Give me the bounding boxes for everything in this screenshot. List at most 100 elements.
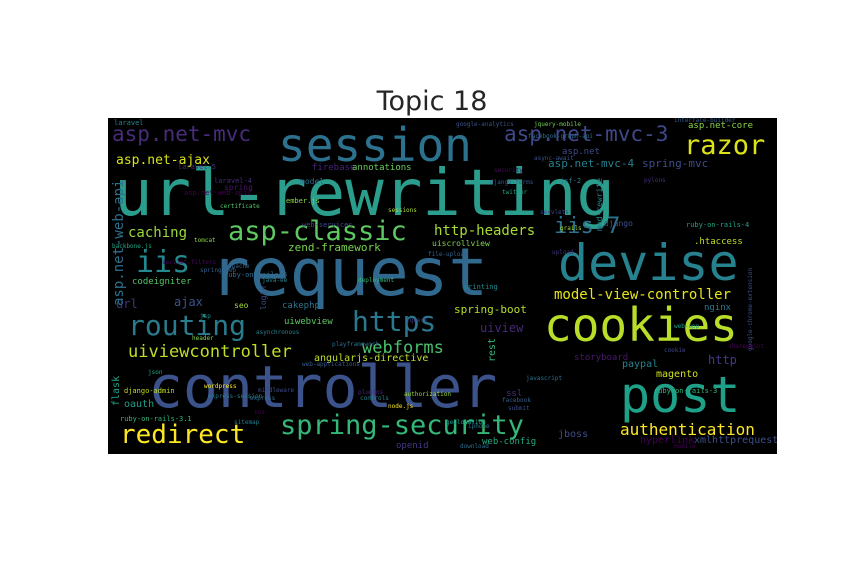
cloud-word-laravel-4: laravel-4 — [214, 177, 252, 185]
cloud-word-flask: flask — [111, 375, 122, 406]
cloud-word-json: json — [148, 369, 163, 376]
cloud-word-servlet-filters: servlet-filters — [162, 259, 217, 266]
cloud-word-mobile: mobile — [674, 443, 696, 450]
cloud-word-iis: iis — [136, 245, 191, 280]
cloud-word-jquery: jquery — [406, 317, 428, 324]
cloud-word-webforms: webforms — [362, 338, 444, 358]
cloud-word-django: django — [604, 219, 633, 228]
cloud-word-razor: razor — [684, 130, 766, 161]
cloud-word-django-forms: django-forms — [490, 179, 534, 186]
cloud-word-apache: apache — [228, 263, 250, 270]
cloud-word-ssl: ssl — [506, 389, 523, 399]
cloud-word-web-services: web-services — [302, 221, 353, 229]
cloud-word-jsp: jsp — [200, 313, 211, 320]
cloud-word-url-rewriting: url-rewriting — [114, 157, 615, 231]
cloud-word-playframework: playframework — [332, 341, 379, 348]
cloud-word-wordpress: wordpress — [204, 383, 237, 390]
cloud-word-ruby-on-rails-5: ruby-on-rails-5 — [224, 271, 288, 279]
cloud-word-asp-net-mvc: asp.net-mvc — [112, 122, 252, 146]
cloud-word-plugins: plugins — [358, 389, 384, 396]
cloud-word-google-analytics: google-analytics — [456, 121, 514, 128]
cloud-word-authentication: authentication — [620, 420, 755, 439]
cloud-word-asp-net-web-api2: asp.net-web-api2 — [184, 189, 252, 197]
cloud-word-asp-net-core: asp.net-core — [688, 121, 754, 131]
cloud-word-asp-net-ajax: asp.net-ajax — [116, 153, 210, 168]
cloud-word-paypal: paypal — [622, 359, 659, 370]
cloud-word-storyboard: storyboard — [574, 353, 629, 363]
cloud-word-asynchronous: asynchronous — [256, 329, 300, 336]
cloud-word-http: http — [708, 353, 737, 367]
cloud-word-django-admin: django-admin — [124, 387, 175, 395]
cloud-word-java-ee: java-ee — [262, 277, 288, 284]
cloud-word-zend-framework: zend-framework — [288, 241, 381, 254]
cloud-word-mod-rewrite: mod-rewrite — [595, 178, 604, 231]
cloud-word-iphone: iphone — [468, 423, 490, 430]
cloud-word-web-config: web-config — [482, 437, 537, 447]
cloud-word-angularjs-directive: angularjs-directive — [314, 353, 429, 364]
cloud-word-annotations: annotations — [352, 163, 412, 173]
cloud-word-tomcat: tomcat — [194, 237, 216, 244]
cloud-word-devise: devise — [558, 234, 739, 292]
cloud-word-laravel: laravel — [114, 119, 144, 127]
cloud-word-cookie: cookie — [664, 347, 686, 354]
word-cloud: url-rewriting request controller session dev… — [108, 118, 777, 454]
cloud-word-asp-net-mvc-3: asp.net-mvc-3 — [504, 122, 669, 146]
cloud-word-pylons: pylons — [644, 177, 666, 184]
cloud-word-submit: submit — [508, 405, 530, 412]
cloud-word-model: model — [300, 177, 325, 186]
cloud-word-deployment: deployment — [358, 277, 395, 284]
cloud-word-ember-js: ember.js — [286, 197, 320, 205]
cloud-word-cookies: cookies — [544, 298, 738, 352]
cloud-word-ruby-on-rails-3: ruby-on-rails-3 — [654, 387, 718, 395]
cloud-word-spring: spring — [224, 183, 253, 192]
cloud-word-ios: ios — [254, 409, 265, 416]
cloud-word-spring-web: spring-web — [200, 267, 237, 274]
cloud-word-routing: routing — [128, 309, 247, 342]
cloud-word-iis-7: iis-7 — [554, 214, 621, 239]
cloud-word-uiscrollview: uiscrollview — [432, 239, 490, 248]
cloud-word-uiviewcontroller: uiviewcontroller — [128, 342, 292, 362]
cloud-word-javascript: javascript — [526, 375, 563, 382]
cloud-word-nginx: nginx — [704, 303, 732, 313]
cloud-word-certificate: certificate — [220, 203, 260, 210]
cloud-word-model-view-controller: model-view-controller — [554, 287, 732, 303]
cloud-word-laravel-5: laravel-5 — [178, 163, 216, 171]
cloud-word-seo: seo — [234, 301, 249, 310]
cloud-word-spring-boot: spring-boot — [454, 303, 527, 316]
cloud-word-grails: grails — [560, 225, 582, 232]
cloud-word-spring-mvc: spring-mvc — [642, 157, 709, 170]
cloud-word-jboss: jboss — [558, 429, 589, 440]
cloud-word-ajax: ajax — [174, 295, 203, 309]
cloud-word-cakephp: cakephp — [282, 301, 320, 311]
cloud-word-codeigniter: codeigniter — [132, 277, 192, 287]
cloud-word-express: express — [250, 395, 276, 402]
cloud-word-firebase: firebase — [312, 163, 356, 173]
cloud-word-caching: caching — [128, 225, 188, 241]
cloud-word-ruby-on-rails-4: ruby-on-rails-4 — [686, 221, 750, 229]
cloud-word-file-upload: file-upload — [428, 251, 468, 258]
cloud-word-asp-net-mvc-4: asp.net-mvc-4 — [548, 157, 635, 170]
cloud-word-backbone-js: backbone.js — [112, 243, 152, 250]
cloud-word-header: header — [192, 335, 214, 342]
cloud-word-google-chrome-extension: google-chrome-extension — [747, 267, 754, 351]
cloud-word-https: https — [352, 305, 437, 338]
cloud-word-request: request — [210, 234, 489, 311]
chart-title: Topic 18 — [376, 86, 488, 117]
cloud-word-session: session — [278, 118, 472, 172]
cloud-word-xmlhttprequest: xmlhttprequest — [694, 435, 777, 446]
cloud-word-oauth: oauth — [124, 399, 155, 410]
cloud-word-geolocation: geolocation — [446, 419, 486, 426]
cloud-word-url: url — [116, 297, 138, 311]
cloud-word-middleware: middleware — [258, 387, 295, 394]
cloud-word-sitemap: sitemap — [234, 419, 260, 426]
cloud-word-redirect: redirect — [120, 420, 246, 450]
cloud-word-asp-net: asp.net — [562, 147, 600, 157]
cloud-word-asp-classic: asp-classic — [228, 216, 407, 247]
cloud-word-post: post — [620, 366, 741, 424]
cloud-word-magento: magento — [656, 369, 699, 380]
cloud-word-download: download — [460, 443, 489, 450]
cloud-word-node-js: node.js — [388, 403, 414, 410]
cloud-word-hyperlink: hyperlink — [640, 435, 695, 446]
cloud-word-authorization: authorization — [404, 391, 451, 398]
cloud-word-login: login — [259, 285, 268, 310]
